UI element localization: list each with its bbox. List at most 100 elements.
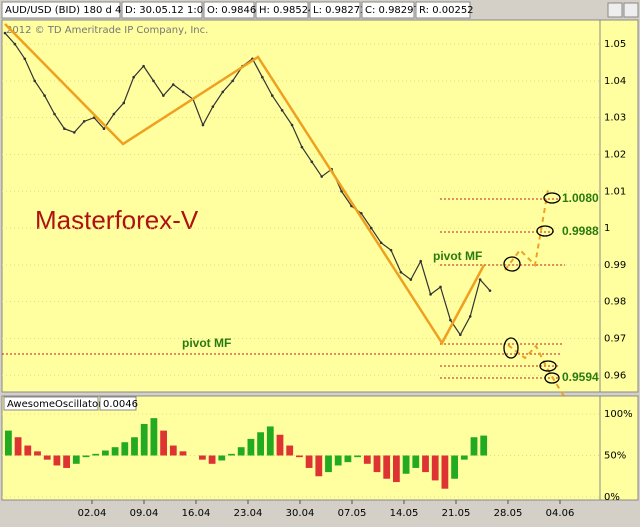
y-tick-label: 1.04 xyxy=(604,76,626,87)
watermark: Masterforex-V xyxy=(35,205,199,235)
oscillator-bar xyxy=(470,437,478,456)
price-panel xyxy=(1,19,639,393)
oscillator-bar xyxy=(451,455,458,479)
price-point xyxy=(53,112,56,116)
price-point xyxy=(340,189,343,193)
price-point xyxy=(399,270,403,274)
oscillator-bar xyxy=(296,455,303,458)
price-point xyxy=(13,42,17,46)
oscillator-bar xyxy=(43,455,51,460)
price-point xyxy=(152,79,155,83)
field xyxy=(309,1,361,19)
oscillator-bar xyxy=(5,430,12,456)
price-point xyxy=(122,101,126,105)
x-tick-label: 07.05 xyxy=(338,508,367,519)
oscillator-bar xyxy=(431,455,439,481)
oscillator-bar xyxy=(24,445,32,456)
oscillator-bar xyxy=(412,455,420,468)
y2-tick-label: 50% xyxy=(604,451,626,462)
y2-tick-label: 0% xyxy=(604,492,620,503)
price-point xyxy=(280,109,284,112)
price-point xyxy=(439,285,442,289)
price-point xyxy=(201,123,205,127)
oscillator-bar xyxy=(383,455,391,479)
price-point xyxy=(261,75,264,79)
x-tick-label: 02.04 xyxy=(78,508,107,519)
price-point xyxy=(429,293,432,296)
field xyxy=(415,1,471,19)
field xyxy=(99,396,137,411)
price-point xyxy=(82,120,86,123)
price-point xyxy=(310,160,314,164)
price-point xyxy=(360,212,363,215)
zigzag xyxy=(4,23,486,346)
x-tick-label: 21.05 xyxy=(442,508,471,519)
oscillator-bar xyxy=(363,455,371,464)
price-point xyxy=(171,83,175,86)
field xyxy=(3,396,99,411)
x-tick-label: 09.04 xyxy=(130,508,159,519)
oscillator-name: AwesomeOscillator xyxy=(7,399,103,410)
low: L: 0.98272 xyxy=(313,5,366,16)
price-point xyxy=(290,123,294,127)
price-point xyxy=(449,318,452,322)
y-tick-label: 0.97 xyxy=(604,333,626,344)
range: R: 0.00252 xyxy=(419,5,474,16)
annotation: 0.9988 xyxy=(562,224,599,238)
oscillator-bar xyxy=(208,455,216,464)
y2-tick-label: 100% xyxy=(604,409,633,420)
high: H: 0.98524 xyxy=(259,5,314,16)
price-point xyxy=(23,57,27,61)
oscillator-bar xyxy=(354,455,361,458)
oscillator-bar xyxy=(237,447,245,456)
oscillator-bar xyxy=(179,451,187,456)
price-point xyxy=(3,31,7,35)
x-tick-label: 14.05 xyxy=(390,508,419,519)
price-point xyxy=(459,333,462,337)
oscillator-bar xyxy=(344,455,352,463)
oscillator-bar xyxy=(228,453,235,456)
oscillator-bar xyxy=(160,430,167,456)
annotation: 1.0080 xyxy=(562,191,599,205)
y-tick-label: 1.02 xyxy=(604,149,626,160)
x-tick-label: 28.05 xyxy=(494,508,523,519)
oscillator-bar xyxy=(422,455,429,473)
price-point xyxy=(478,278,482,281)
oscillator-bar xyxy=(92,453,100,456)
oscillator-reading: 0.0046 xyxy=(103,399,138,410)
oscillator-bar xyxy=(393,455,400,483)
price-point xyxy=(270,94,274,97)
x-tick-label: 16.04 xyxy=(182,508,211,519)
oscillator-bar xyxy=(373,455,381,473)
oscillator-bar xyxy=(305,455,313,468)
oscillator-bar xyxy=(63,455,70,468)
price-point xyxy=(231,79,234,83)
price-point xyxy=(112,112,116,116)
oscillator-bar xyxy=(247,438,255,456)
y-tick-label: 0.99 xyxy=(604,260,626,271)
oscillator-bar xyxy=(480,435,488,456)
annotation: pivot MF xyxy=(182,336,231,350)
button[interactable] xyxy=(607,2,623,18)
projection xyxy=(504,189,566,399)
oscillator-bar xyxy=(441,455,449,489)
y-tick-label: 0.98 xyxy=(604,297,626,308)
price-point xyxy=(369,226,373,230)
price-point xyxy=(142,64,145,68)
oscillator-bar xyxy=(53,455,61,466)
y-tick-label: 0.96 xyxy=(604,370,626,381)
x-tick-label: 30.04 xyxy=(286,508,315,519)
price-point xyxy=(211,105,215,108)
oscillator-bar xyxy=(131,437,138,456)
close: C: 0.98297 xyxy=(365,5,420,16)
copyright: 2012 © TD Ameritrade IP Company, Inc. xyxy=(6,25,208,36)
oscillator-bar xyxy=(121,442,129,456)
oscillator-bar xyxy=(266,426,274,456)
oscillator-bar xyxy=(402,455,410,474)
oscillator-bar xyxy=(82,455,90,458)
price-point xyxy=(43,94,46,97)
button[interactable] xyxy=(623,2,639,18)
price-point xyxy=(63,127,66,131)
y-tick-label: 1.01 xyxy=(604,186,626,197)
